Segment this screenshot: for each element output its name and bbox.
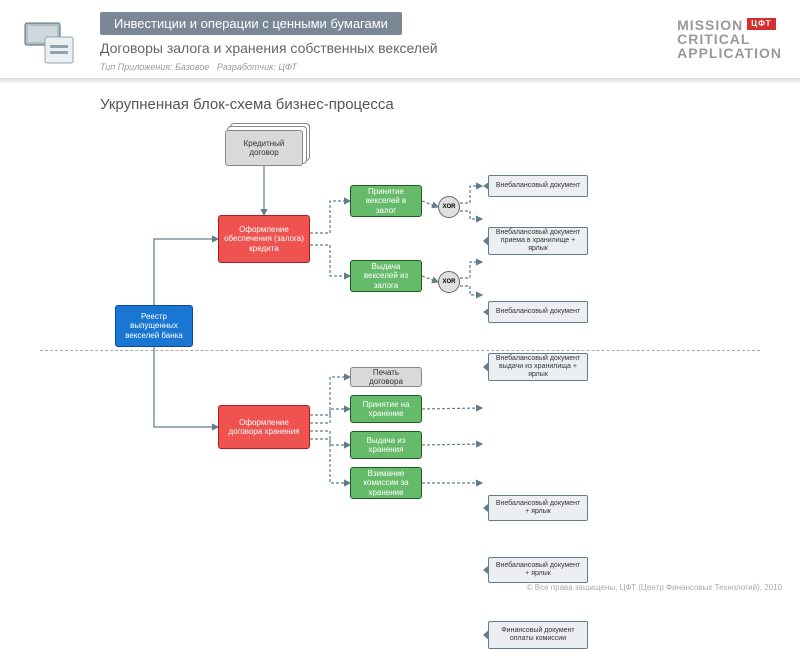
edge-accept-xor1 — [422, 201, 438, 207]
copyright-footer: © Все права защищены, ЦФТ (Центр Финансо… — [527, 583, 782, 592]
edge-xor2-d4 — [460, 286, 482, 295]
edge-acceptS-d5 — [422, 408, 482, 409]
flowchart-node-xor1: XOR — [438, 196, 460, 218]
edge-xor2-d3 — [460, 262, 482, 278]
edge-storage-fee — [310, 439, 350, 483]
app-icon — [20, 15, 80, 70]
flowchart-canvas: Кредитный договор Реестр выпущенных вексе… — [0, 125, 800, 565]
page-subtitle: Договоры залога и хранения собственных в… — [100, 40, 438, 56]
edge-issue-xor2 — [422, 276, 438, 282]
meta-dev-value: ЦФТ — [278, 62, 297, 72]
flowchart-node-storage: Оформление договора хранения — [218, 405, 310, 449]
edge-xor1-d1 — [460, 186, 482, 203]
flowchart-node-pledge: Оформление обеспечения (залога) кредита — [218, 215, 310, 263]
edge-issueS-d6 — [422, 444, 482, 445]
category-header: Инвестиции и операции с ценными бумагами — [100, 12, 402, 35]
flowchart-node-d2: Внебалансовый документ приема в хранилищ… — [488, 227, 588, 255]
flowchart-node-d6: Внебалансовый документ + ярлык — [488, 557, 588, 583]
edge-pledge-accept — [310, 201, 350, 233]
edge-storage-print — [310, 377, 350, 415]
edge-storage-issueS — [310, 431, 350, 445]
flowchart-node-d3: Внебалансовый документ — [488, 301, 588, 323]
edge-pledge-issue — [310, 245, 350, 276]
meta-line: Тип Приложения: Базовое Разработчик: ЦФТ — [100, 62, 297, 72]
flowchart-node-d5: Внебалансовый документ + ярлык — [488, 495, 588, 521]
brand-l2: CRITICAL — [677, 32, 782, 46]
flowchart-node-xor2: XOR — [438, 271, 460, 293]
flowchart-node-credit: Кредитный договор — [225, 130, 303, 166]
edge-storage-acceptS — [310, 409, 350, 423]
flowchart-node-acceptS: Принятие на хранение — [350, 395, 422, 423]
flowchart-node-d1: Внебалансовый документ — [488, 175, 588, 197]
flowchart-node-d7: Финансовый документ оплаты комиссии — [488, 621, 588, 649]
brand-l3: APPLICATION — [677, 46, 782, 60]
section-title: Укрупненная блок-схема бизнес-процесса — [100, 96, 394, 113]
flowchart-node-accept: Принятие векселей в залог — [350, 185, 422, 217]
header-divider — [0, 78, 800, 84]
edge-xor1-d2 — [460, 211, 482, 219]
flowchart-node-issue: Выдача векселей из залога — [350, 260, 422, 292]
flowchart-node-d4: Внебалансовый документ выдачи из хранили… — [488, 353, 588, 381]
section-divider — [40, 350, 760, 351]
meta-type-label: Тип Приложения: — [100, 62, 173, 72]
brand-logo: MISSIONЦФТ CRITICAL APPLICATION — [677, 18, 782, 60]
meta-type-value: Базовое — [175, 62, 209, 72]
brand-badge: ЦФТ — [747, 18, 775, 30]
flowchart-node-print: Печать договора — [350, 367, 422, 387]
flowchart-node-registry: Реестр выпущенных векселей банка — [115, 305, 193, 347]
meta-dev-label: Разработчик: — [217, 62, 276, 72]
edge-registry-pledge — [154, 239, 218, 305]
flowchart-node-fee: Взимание комиссии за хранение — [350, 467, 422, 499]
flowchart-node-issueS: Выдача из хранения — [350, 431, 422, 459]
edge-registry-storage — [154, 347, 218, 427]
